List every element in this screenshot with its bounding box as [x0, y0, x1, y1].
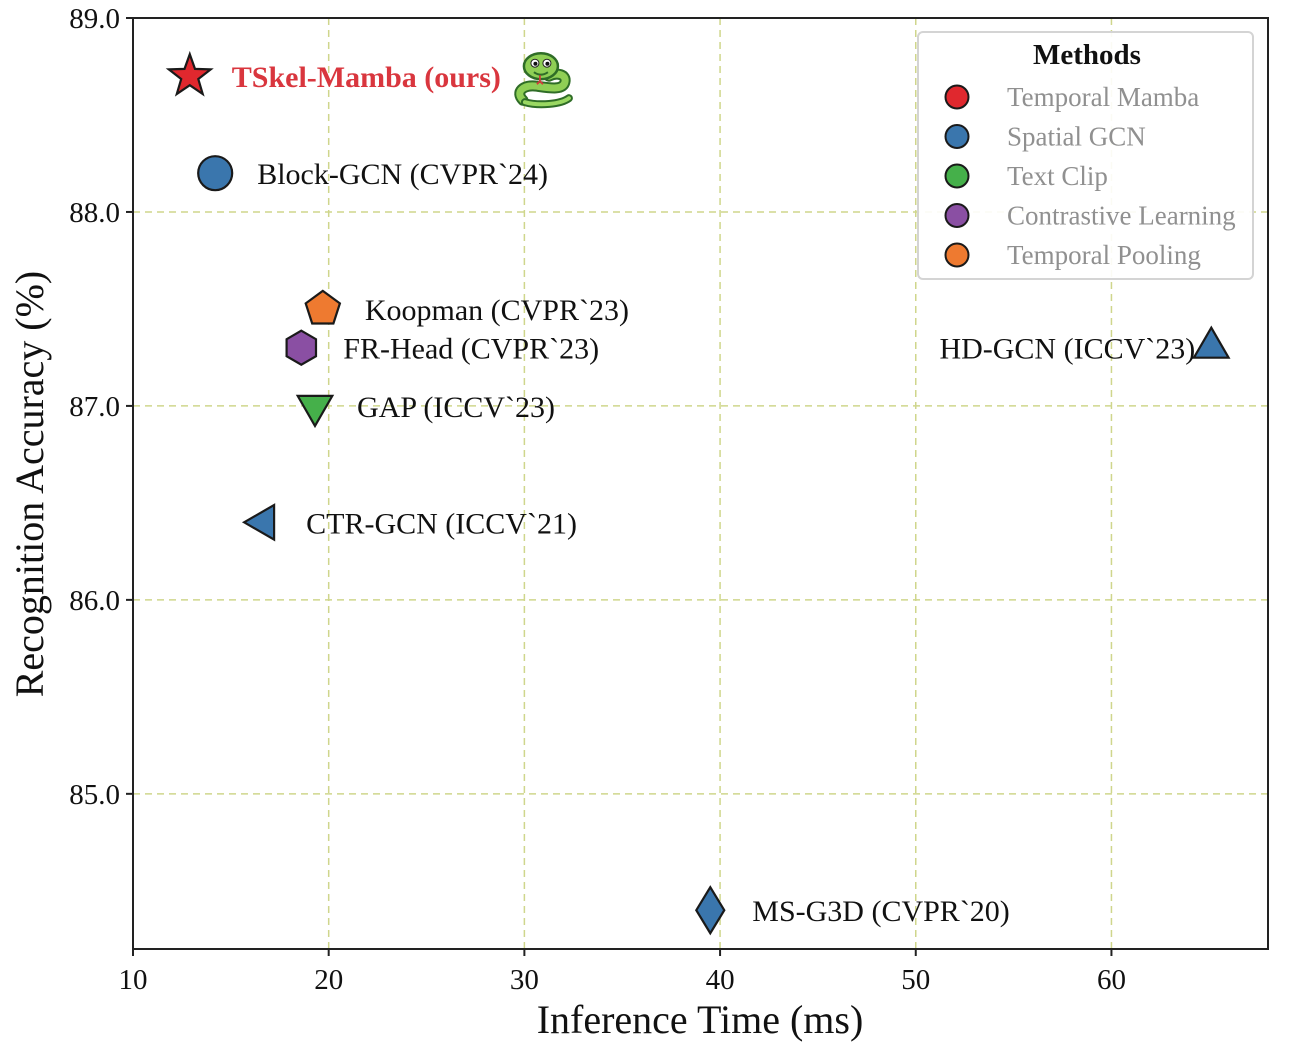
- circle-marker: [197, 155, 234, 192]
- point-label: GAP (ICCV`23): [357, 391, 555, 424]
- hexagon-marker: [285, 329, 318, 366]
- y-tick-label: 85.0: [69, 779, 120, 811]
- point-koopman-cvpr-23: Koopman (CVPR`23): [304, 289, 629, 327]
- grid-lines: [133, 18, 1268, 949]
- legend: Methods Temporal Mamba Spatial GCN Text Cl…: [917, 31, 1254, 280]
- y-tick-label: 88.0: [69, 197, 120, 229]
- legend-marker: [944, 203, 970, 228]
- legend-label: Text Clip: [1007, 161, 1108, 191]
- point-block-gcn-cvpr-24: Block-GCN (CVPR`24): [197, 155, 548, 192]
- x-tick-label: 60: [1097, 964, 1126, 996]
- x-tick-label: 30: [510, 964, 539, 996]
- legend-label: Temporal Pooling: [1007, 240, 1201, 270]
- data-points: TSkel-Mamba (ours) Block-GCN (CVPR`24) Koo…: [165, 50, 1231, 936]
- triangle-up-marker: [1191, 325, 1231, 359]
- point-ms-g3d-cvpr-20: MS-G3D (CVPR`20): [694, 885, 1010, 936]
- legend-entry-temporal-pooling: Temporal Pooling: [944, 240, 1201, 270]
- legend-label: Temporal Mamba: [1007, 82, 1199, 112]
- legend-box: [917, 31, 1254, 280]
- triangle-left-marker: [241, 503, 276, 542]
- y-tick-label: 86.0: [69, 585, 120, 617]
- point-label: TSkel-Mamba (ours): [232, 61, 501, 94]
- x-tick-label: 40: [706, 964, 735, 996]
- point-label: FR-Head (CVPR`23): [343, 333, 599, 366]
- y-tick-label: 87.0: [69, 391, 120, 423]
- point-label: MS-G3D (CVPR`20): [752, 895, 1010, 928]
- x-axis-label: Inference Time (ms): [537, 997, 864, 1042]
- point-ctr-gcn-iccv-21: CTR-GCN (ICCV`21): [241, 503, 577, 542]
- y-axis-ticks: 85.0 86.0 87.0 88.0 89.0: [69, 3, 133, 811]
- legend-title: Methods: [1033, 39, 1141, 71]
- point-tskel-mamba-ours: TSkel-Mamba (ours): [165, 50, 573, 109]
- y-axis-label: Recognition Accuracy (%): [7, 271, 52, 698]
- legend-marker: [944, 163, 970, 189]
- triangle-down-marker: [295, 394, 335, 429]
- point-label: HD-GCN (ICCV`23): [939, 333, 1195, 366]
- legend-entry-text-clip: Text Clip: [944, 161, 1108, 191]
- legend-entries: Temporal Mamba Spatial GCN Text Clip Contra…: [944, 82, 1236, 270]
- plot-area-frame: [132, 17, 1269, 950]
- legend-marker: [944, 84, 970, 110]
- snake-icon: [514, 51, 573, 109]
- legend-entry-temporal-mamba: Temporal Mamba: [944, 82, 1199, 112]
- x-axis-ticks: 10 20 30 40 50 60: [119, 949, 1126, 996]
- point-fr-head-cvpr-23: FR-Head (CVPR`23): [285, 329, 599, 366]
- point-label: CTR-GCN (ICCV`21): [306, 507, 577, 540]
- star-marker: [165, 50, 214, 97]
- pentagon-marker: [304, 289, 342, 325]
- x-tick-label: 50: [901, 964, 930, 996]
- legend-label: Contrastive Learning: [1007, 201, 1236, 231]
- legend-entry-contrastive-learning: Contrastive Learning: [944, 201, 1236, 231]
- legend-marker: [944, 242, 970, 268]
- legend-marker: [944, 124, 970, 149]
- diamond-marker: [694, 885, 726, 936]
- y-tick-label: 89.0: [69, 3, 120, 35]
- legend-entry-spatial-gcn: Spatial GCN: [944, 122, 1146, 152]
- legend-label: Spatial GCN: [1007, 122, 1146, 152]
- x-tick-label: 20: [314, 964, 343, 996]
- point-label: Block-GCN (CVPR`24): [257, 158, 548, 191]
- point-gap-iccv-23: GAP (ICCV`23): [295, 391, 555, 429]
- point-hd-gcn-iccv-23: HD-GCN (ICCV`23): [939, 325, 1231, 366]
- point-label: Koopman (CVPR`23): [365, 294, 629, 327]
- x-tick-label: 10: [119, 964, 148, 996]
